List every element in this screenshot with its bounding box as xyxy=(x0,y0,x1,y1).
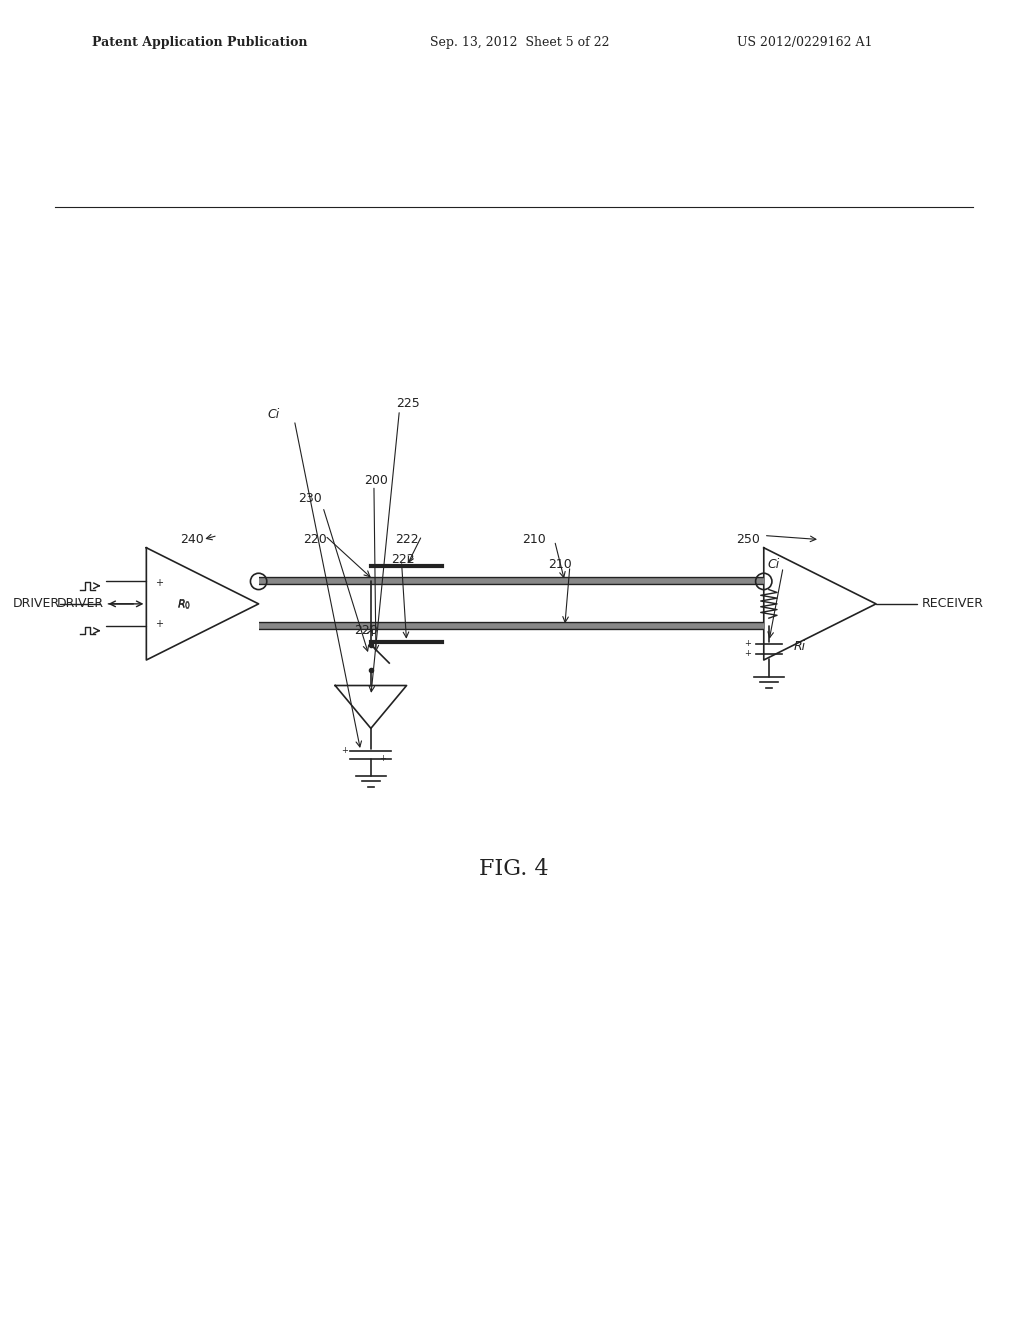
Text: +: + xyxy=(342,746,348,755)
Text: Sep. 13, 2012  Sheet 5 of 22: Sep. 13, 2012 Sheet 5 of 22 xyxy=(430,36,609,49)
Text: +: + xyxy=(155,578,163,589)
Text: 222: 222 xyxy=(395,533,419,545)
Text: FIG. 4: FIG. 4 xyxy=(479,858,549,880)
Text: Patent Application Publication: Patent Application Publication xyxy=(92,36,307,49)
Text: $R_0$: $R_0$ xyxy=(177,598,191,611)
Text: 200: 200 xyxy=(364,474,388,487)
Text: 220: 220 xyxy=(354,624,378,638)
Text: 220: 220 xyxy=(303,533,327,545)
Text: DRIVER: DRIVER xyxy=(56,598,103,610)
Text: 250: 250 xyxy=(736,533,761,545)
Text: +: + xyxy=(379,755,386,763)
Text: +: + xyxy=(744,639,751,648)
Text: 225: 225 xyxy=(396,397,420,411)
Text: RECEIVER: RECEIVER xyxy=(922,598,984,610)
Text: $R_0$: $R_0$ xyxy=(177,597,191,611)
Text: DRIVER: DRIVER xyxy=(12,598,59,610)
Text: 230: 230 xyxy=(298,492,322,504)
Text: Ri: Ri xyxy=(794,640,806,653)
Text: Ci: Ci xyxy=(768,558,780,572)
Text: US 2012/0229162 A1: US 2012/0229162 A1 xyxy=(737,36,872,49)
Text: +: + xyxy=(155,619,163,630)
Text: 222: 222 xyxy=(391,553,415,566)
Text: 210: 210 xyxy=(548,558,571,572)
Text: 240: 240 xyxy=(180,533,204,545)
Text: Ci: Ci xyxy=(268,408,280,421)
Text: +: + xyxy=(744,649,751,659)
Text: 210: 210 xyxy=(522,533,546,545)
